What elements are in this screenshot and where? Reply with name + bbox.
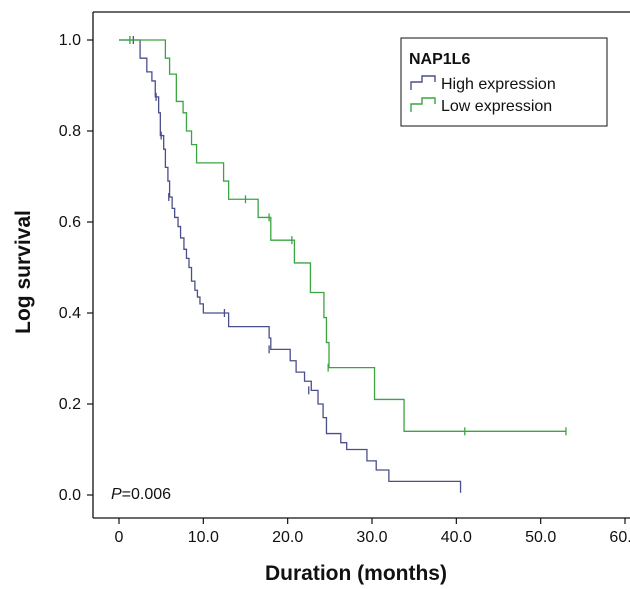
x-tick-label: 60.0: [609, 529, 630, 546]
x-tick-label: 20.0: [272, 529, 303, 546]
x-axis-title: Duration (months): [265, 562, 447, 585]
y-ticks: 0.0 0.2 0.4 0.6 0.8 1.0: [59, 32, 93, 504]
x-tick-label: 30.0: [356, 529, 387, 546]
p-value-text: =0.006: [122, 486, 171, 503]
y-tick-label: 0.8: [59, 123, 81, 140]
y-tick-label: 0.2: [59, 396, 81, 413]
legend-swatch: [410, 75, 436, 90]
series-line-low: [119, 39, 566, 432]
legend: NAP1L6 High expression Low expression: [400, 37, 608, 127]
legend-title: NAP1L6: [409, 51, 470, 68]
x-tick-label: 50.0: [525, 529, 556, 546]
series-line-high: [119, 39, 462, 493]
y-tick-label: 0.0: [59, 487, 81, 504]
x-ticks: 0 10.0 20.0 30.0 40.0 50.0 60.0: [115, 518, 630, 546]
y-tick-label: 0.6: [59, 214, 81, 231]
x-tick-label: 10.0: [188, 529, 219, 546]
y-tick-label: 0.4: [59, 305, 81, 322]
p-value-annotation: P=0.006: [111, 486, 171, 503]
x-tick-label: 40.0: [441, 529, 472, 546]
y-tick-label: 1.0: [59, 32, 81, 49]
legend-swatch: [410, 97, 436, 112]
legend-label: Low expression: [441, 98, 552, 115]
series-layer: [119, 36, 567, 493]
legend-entries: High expression Low expression: [410, 75, 556, 115]
axes: 010.020.030.040.050.060.0 0.00.20.40.60.…: [59, 11, 630, 546]
y-axis-title: Log survival: [12, 210, 35, 334]
p-value-symbol: P: [111, 486, 122, 503]
x-tick-label: 0: [115, 529, 124, 546]
legend-label: High expression: [441, 76, 556, 93]
